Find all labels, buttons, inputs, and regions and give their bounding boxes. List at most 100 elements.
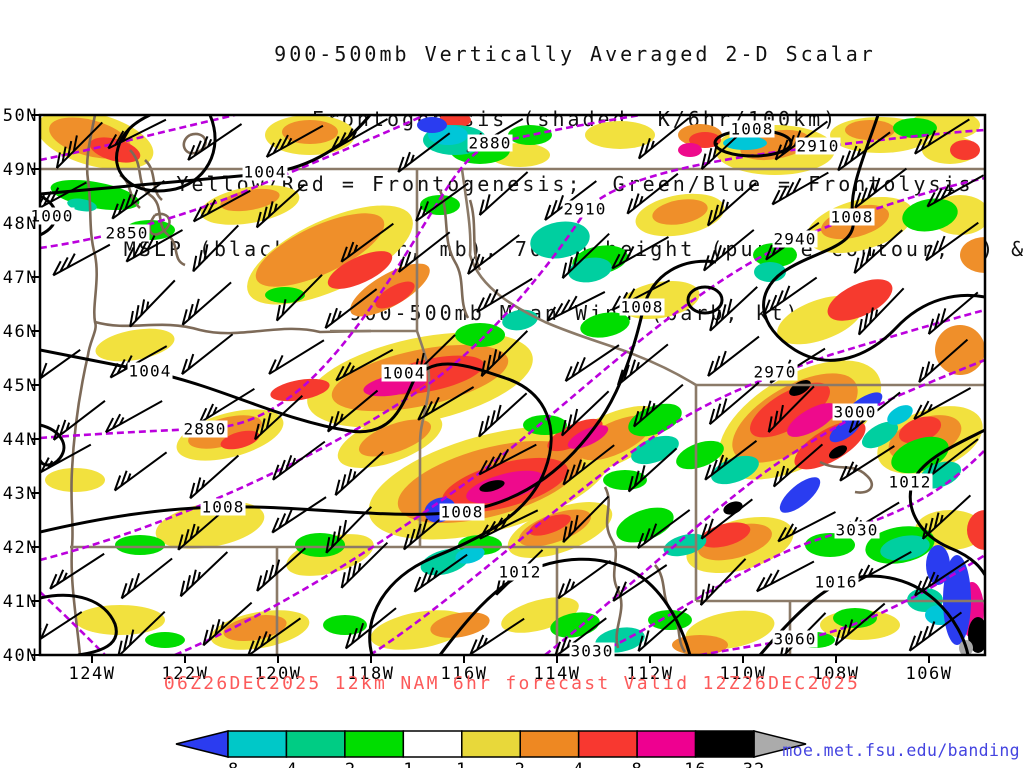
lon-tick-label: 116W — [440, 664, 488, 684]
lon-tick-label: 124W — [68, 664, 116, 684]
wind-barb — [616, 343, 669, 386]
wind-barb — [564, 344, 620, 382]
colorbar-segment — [344, 730, 405, 758]
lon-tick-label: 112W — [626, 664, 674, 684]
wind-barb — [562, 444, 615, 486]
wind-barb — [479, 509, 539, 540]
wind-barb — [478, 171, 529, 216]
wind-barb — [926, 174, 985, 208]
wind-barb — [202, 601, 253, 647]
lat-tick-label: 45N — [2, 376, 38, 396]
wind-barb — [187, 123, 243, 161]
wind-barb — [706, 182, 757, 227]
wind-barb — [397, 132, 451, 173]
lat-tick-label: 47N — [2, 268, 38, 288]
wind-barb — [325, 506, 373, 554]
wind-barb — [335, 348, 394, 382]
lon-tick-label: 110W — [719, 664, 767, 684]
wind-barb — [546, 291, 606, 322]
contour-label: 1012 — [497, 562, 543, 582]
wind-barb — [703, 229, 755, 272]
wind-barb — [256, 547, 306, 592]
wind-barb — [476, 277, 533, 313]
colorbar — [175, 730, 807, 758]
wind-barb — [265, 124, 324, 158]
wind-barb — [480, 330, 529, 377]
wind-barb — [699, 558, 747, 606]
colorbar-tick-label: -8 — [217, 760, 239, 768]
contour-label: 1008 — [829, 207, 875, 227]
lat-tick-label: 43N — [2, 484, 38, 504]
lon-tick-label: 122W — [161, 664, 209, 684]
wind-barb — [52, 243, 111, 277]
contour-label: 1004 — [381, 363, 427, 383]
wind-barb — [40, 349, 81, 389]
wind-barb — [914, 118, 970, 155]
wind-barb — [181, 281, 232, 326]
wind-barb — [49, 552, 105, 590]
lat-tick-label: 50N — [2, 106, 38, 126]
colorbar-segment — [461, 730, 521, 758]
wind-barb — [413, 553, 468, 593]
contour-label: 1008 — [200, 497, 246, 517]
site-link[interactable]: moe.met.fsu.edu/banding — [782, 741, 1020, 760]
wind-barb — [633, 383, 684, 428]
contour-label: 1008 — [729, 119, 775, 139]
wind-barb — [636, 509, 691, 550]
lat-tick-label: 42N — [2, 538, 38, 558]
contour-label: 1012 — [887, 472, 933, 492]
wind-barb — [268, 339, 325, 375]
axis-ticks — [32, 114, 930, 663]
wind-barb — [40, 611, 83, 648]
wind-barb — [626, 172, 679, 215]
wind-barb — [771, 171, 829, 206]
wind-barb — [853, 229, 903, 274]
wind-barb — [927, 291, 979, 335]
wind-barb — [104, 400, 163, 434]
wind-barb — [467, 234, 520, 275]
wind-barb — [708, 381, 760, 426]
colorbar-tick-label: 2 — [515, 760, 526, 768]
wind-barb — [562, 495, 610, 543]
lon-tick-label: 114W — [533, 664, 581, 684]
colorbar-tick-label: -1 — [392, 760, 414, 768]
wind-barb — [340, 541, 389, 589]
colorbar-segment — [227, 730, 288, 758]
wind-barb — [908, 611, 963, 652]
wind-barb — [478, 392, 528, 438]
wind-barb — [837, 131, 891, 172]
contour-label: 3060 — [772, 629, 818, 649]
lat-tick-label: 44N — [2, 430, 38, 450]
lat-tick-label: 40N — [2, 646, 38, 666]
wind-barb — [918, 338, 969, 384]
wind-barb — [925, 221, 979, 262]
colorbar-segment — [694, 730, 755, 758]
wind-barb — [767, 385, 815, 433]
colorbar-tick-label: 32 — [743, 760, 765, 768]
state-borders — [40, 167, 985, 655]
wind-barb — [772, 443, 824, 488]
wind-barb — [189, 454, 240, 500]
wind-barb — [700, 498, 753, 540]
colorbar-segment — [577, 730, 638, 758]
lat-tick-label: 46N — [2, 322, 38, 342]
contour-label: 2970 — [752, 362, 798, 382]
forecast-caption: 06Z26DEC2025 12km NAM 6hr forecast Valid… — [163, 673, 861, 694]
contour-label: 3030 — [569, 641, 615, 661]
wind-barb — [275, 274, 323, 322]
contour-label: 1004 — [127, 361, 173, 381]
lon-tick-label: 108W — [812, 664, 860, 684]
colorbar-tick-label: -2 — [334, 760, 356, 768]
wind-barb — [198, 387, 255, 424]
wind-barb — [52, 399, 106, 441]
contour-label: 1008 — [619, 297, 665, 317]
wind-barb — [179, 551, 229, 598]
colorbar-tick-label: -4 — [275, 760, 297, 768]
wind-barb — [709, 286, 758, 332]
wind-barb — [611, 236, 669, 270]
wind-barb — [707, 335, 760, 377]
contour-label: 2880 — [182, 419, 228, 439]
wind-barb — [107, 118, 167, 150]
wind-barb — [247, 617, 302, 655]
wind-barb — [111, 179, 165, 220]
